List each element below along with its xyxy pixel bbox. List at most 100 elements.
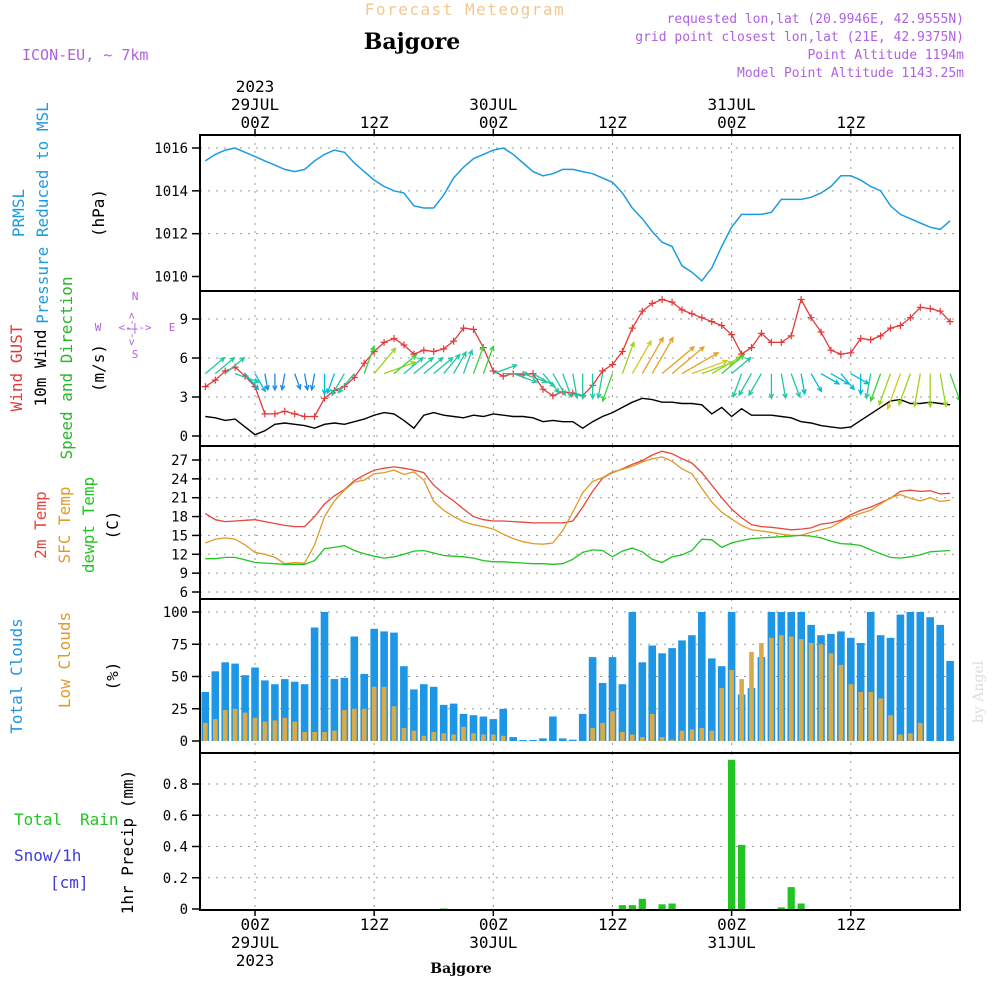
wind-arrow xyxy=(601,373,614,403)
low-cloud-bar xyxy=(282,717,288,741)
low-cloud-bar xyxy=(451,734,456,741)
total-cloud-bar xyxy=(439,704,448,741)
x-axis-label-bottom: 12Z xyxy=(360,915,389,934)
gust-marker xyxy=(926,305,934,313)
y-tick-label: 6 xyxy=(180,585,188,601)
y-tick-label: 1010 xyxy=(154,270,188,286)
pressure-panel-frame xyxy=(199,134,961,292)
wind-arrow xyxy=(423,356,444,375)
low-cloud-bar xyxy=(898,734,903,741)
wind-arrow xyxy=(224,356,246,375)
low-cloud-bar xyxy=(302,732,307,741)
total-cloud-bar xyxy=(549,716,557,741)
low-cloud-bar xyxy=(272,720,278,741)
total-cloud-bar xyxy=(380,631,388,741)
low-cloud-bar xyxy=(371,686,377,741)
wind-arrow xyxy=(413,356,435,375)
total-cloud-bar xyxy=(638,662,647,741)
precip-total-label: Total xyxy=(14,810,62,829)
total-cloud-bar xyxy=(370,628,378,741)
gust-marker xyxy=(668,298,676,306)
rain-bar xyxy=(638,898,646,909)
wind-arrow xyxy=(512,372,538,384)
low-cloud-bar xyxy=(342,710,347,741)
compass-n: N xyxy=(132,290,139,303)
low-cloud-bar xyxy=(391,706,397,741)
sfc-temp-label: SFC Temp xyxy=(55,486,74,563)
wind-arrow xyxy=(542,373,560,394)
wind-arrow xyxy=(631,339,652,374)
total-cloud-bar xyxy=(886,637,895,741)
total-cloud-bar xyxy=(400,666,408,741)
low-cloud-bar xyxy=(421,735,427,741)
wind-arrow xyxy=(738,373,753,397)
gust-marker xyxy=(499,372,507,380)
temp-2m-line xyxy=(204,450,951,531)
gust-marker xyxy=(291,410,299,418)
gust-marker xyxy=(608,361,616,368)
wind-arrow xyxy=(800,373,807,396)
gust-marker xyxy=(718,322,726,329)
wind-arrow xyxy=(681,352,720,375)
low-cloud-bar xyxy=(759,643,764,741)
gust-marker xyxy=(896,322,904,329)
y-tick-label: 0 xyxy=(180,734,188,750)
low-cloud-bar xyxy=(600,722,605,741)
total-cloud-bar xyxy=(916,612,925,741)
gust-marker xyxy=(748,344,755,352)
low-cloud-bar xyxy=(590,728,595,741)
wind-arrow xyxy=(850,373,870,385)
total-cloud-bar xyxy=(310,627,319,741)
low-cloud-bar xyxy=(669,739,675,741)
gust-marker xyxy=(678,306,686,314)
gust-marker xyxy=(936,307,944,315)
low-cloud-bar xyxy=(640,737,645,741)
gust-marker xyxy=(807,314,815,322)
y-tick-label: 0.6 xyxy=(163,808,188,824)
wind-10m-label: 10m Wind xyxy=(31,329,50,406)
total-cloud-bar xyxy=(201,692,210,741)
gust-marker xyxy=(916,303,924,311)
footer-location: Bajgore xyxy=(430,961,491,977)
low-cloud-bar xyxy=(213,719,218,741)
wind-arrow xyxy=(939,373,948,408)
precip-unit-label: [cm] xyxy=(50,873,89,892)
total-cloud-bar xyxy=(876,635,885,741)
low-cloud-bar xyxy=(252,717,258,741)
wind-arrow xyxy=(820,373,841,385)
gust-marker xyxy=(857,335,865,342)
low-cloud-bar xyxy=(312,732,317,741)
total-cloud-bar xyxy=(906,612,915,741)
total-cloud-bar xyxy=(598,683,607,741)
wind-speed-dir-label: Speed and Direction xyxy=(57,276,76,459)
gust-marker xyxy=(420,346,428,354)
low-cloud-bar xyxy=(729,670,734,741)
wind-arrow xyxy=(331,373,345,397)
y-tick-label: 27 xyxy=(171,453,188,469)
total-cloud-bar xyxy=(231,663,239,741)
x-axis-label-bottom: 00Z xyxy=(479,915,508,934)
wind-arrow xyxy=(927,373,933,409)
gust-marker xyxy=(817,328,825,336)
gust-marker xyxy=(211,376,219,384)
compass-w: W xyxy=(95,321,102,334)
low-cloud-bar xyxy=(908,733,913,741)
precip-axis-label: 1hr Precip (mm) xyxy=(118,770,137,915)
total-cloud-bar xyxy=(569,739,577,741)
gust-marker xyxy=(469,325,477,333)
total-cloud-bar xyxy=(509,737,517,741)
y-tick-label: 9 xyxy=(180,312,188,328)
total-cloud-bar xyxy=(559,738,567,741)
low-cloud-bar xyxy=(739,679,744,741)
wind-speed-line xyxy=(205,397,951,436)
low-cloud-bar xyxy=(242,712,248,741)
low-cloud-bar xyxy=(719,688,724,741)
wind-arrow xyxy=(264,373,270,392)
y-tick-label: 21 xyxy=(171,491,188,507)
wind-arrow xyxy=(651,336,674,374)
y-tick-label: 12 xyxy=(171,547,188,563)
total-cloud-bar xyxy=(300,684,309,741)
total-cloud-bar xyxy=(320,612,329,741)
wind-arrow xyxy=(830,373,851,385)
total-cloud-bar xyxy=(708,658,716,741)
